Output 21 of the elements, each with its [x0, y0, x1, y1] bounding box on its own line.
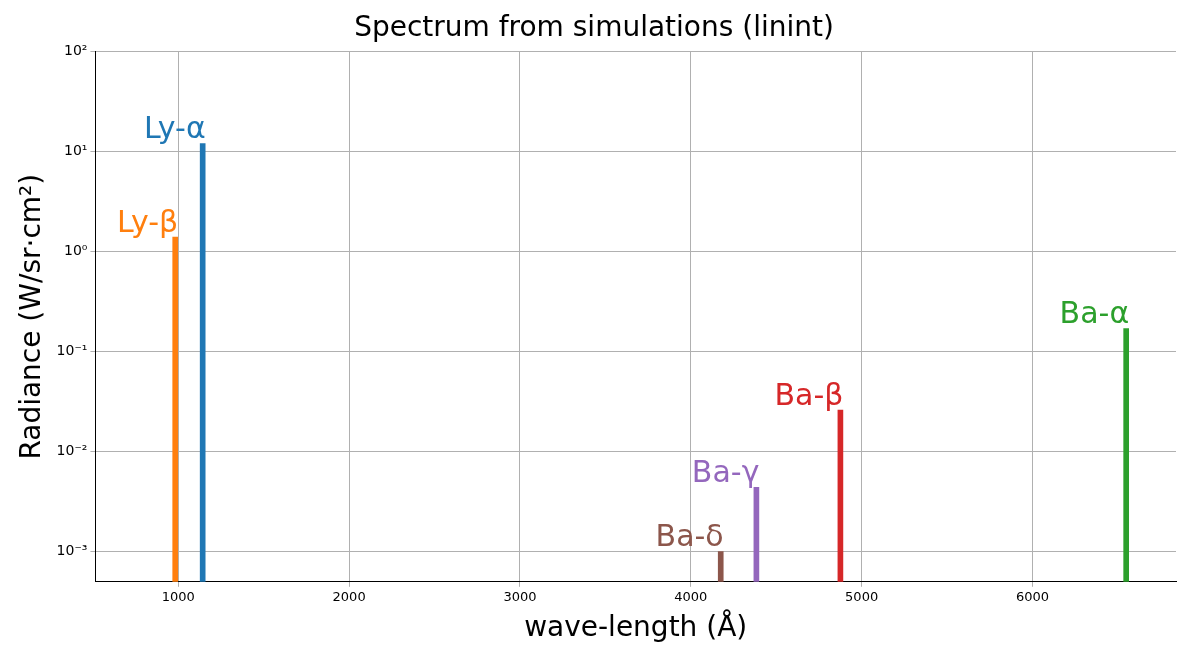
x-tick-label: 3000	[503, 588, 537, 604]
y-tick-label: 10⁰	[63, 242, 88, 259]
x-tick-label: 4000	[674, 588, 708, 604]
series-label: Ba-γ	[691, 454, 760, 490]
y-tick-label: 10⁻²	[56, 442, 88, 459]
y-tick-label: 10²	[63, 42, 88, 59]
y-tick-label: 10¹	[63, 142, 88, 159]
y-tick-label: 10⁻³	[56, 542, 88, 559]
y-tick-label: 10⁻¹	[56, 342, 88, 359]
x-tick-label: 2000	[332, 588, 366, 604]
series-label: Ly-β	[117, 203, 179, 239]
series-label: Ba-β	[774, 376, 844, 412]
y-axis-title: Radiance (W/sr·cm²)	[14, 173, 48, 460]
chart-title: Spectrum from simulations (linint)	[354, 10, 834, 44]
x-tick-label: 1000	[161, 588, 195, 604]
series-label: Ba-α	[1059, 295, 1130, 331]
x-axis-title: wave-length (Å)	[524, 609, 748, 644]
x-tick-label: 5000	[845, 588, 879, 604]
x-tick-label: 6000	[1015, 588, 1050, 604]
series-label: Ba-δ	[655, 518, 724, 554]
series-label: Ly-α	[143, 110, 206, 146]
